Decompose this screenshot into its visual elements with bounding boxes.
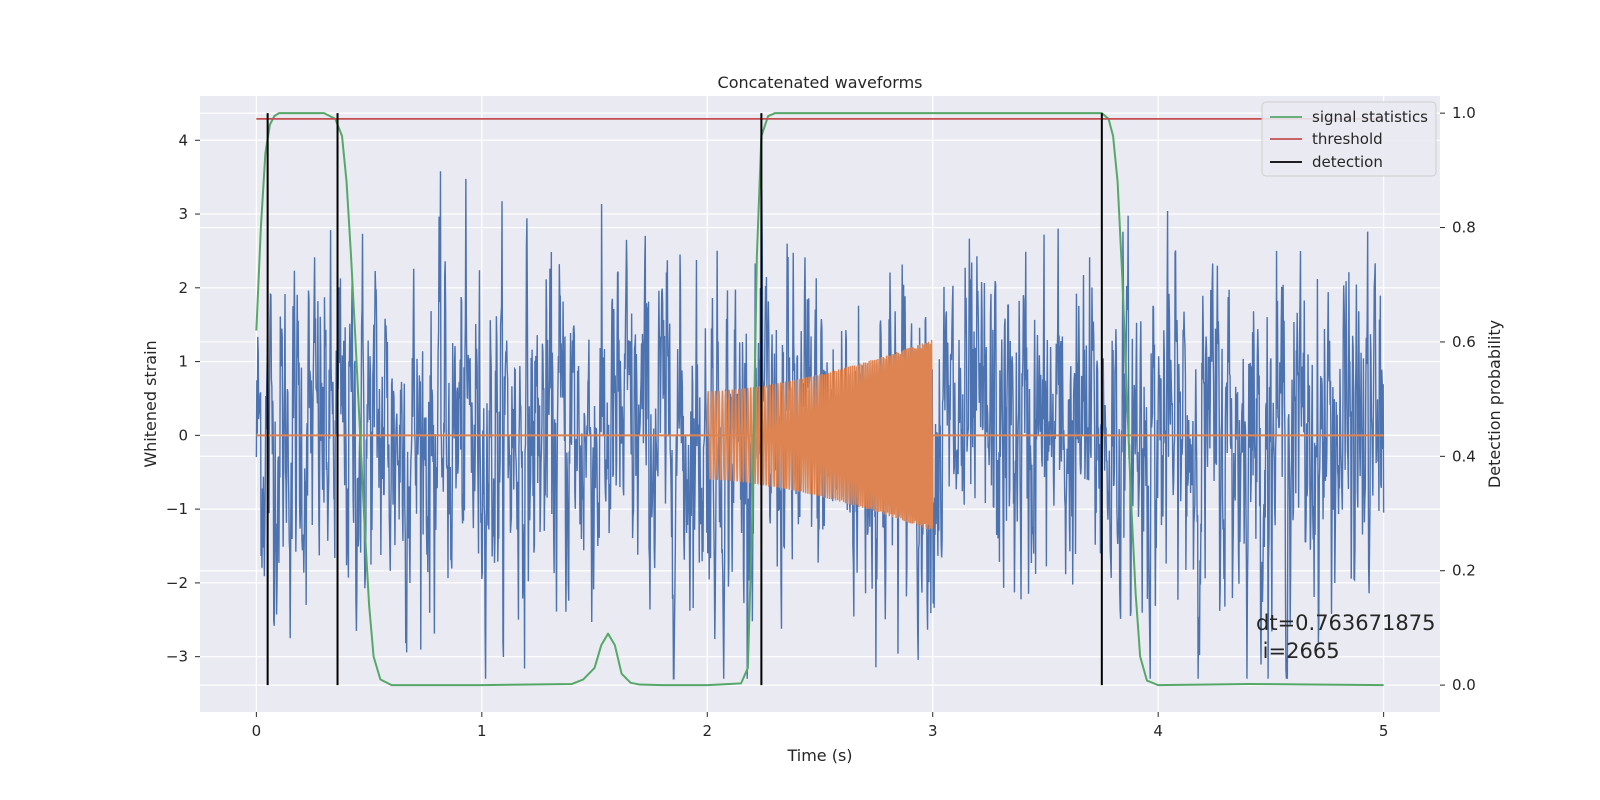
- y2-tick-label: 0.4: [1452, 447, 1476, 465]
- x-tick-label: 1: [477, 722, 487, 740]
- y2-axis-label: Detection probability: [1485, 320, 1504, 488]
- annotation-i: i=2665: [1256, 639, 1340, 663]
- series-chirp-line: [706, 339, 934, 530]
- y-tick-label: −3: [166, 648, 188, 666]
- y2-tick-label: 0.2: [1452, 562, 1476, 580]
- x-tick-label: 3: [928, 722, 938, 740]
- series-noise-line: [255, 171, 1385, 680]
- legend-label-detection: detection: [1312, 153, 1383, 171]
- x-tick-label: 2: [702, 722, 712, 740]
- x-tick-label: 5: [1379, 722, 1389, 740]
- legend-label-signal-statistics: signal statistics: [1312, 108, 1428, 126]
- x-axis-label: Time (s): [786, 746, 852, 765]
- legend: signal statistics threshold detection: [1261, 101, 1437, 177]
- y2-tick-label: 0.8: [1452, 219, 1476, 237]
- chart-title: Concatenated waveforms: [718, 73, 923, 92]
- y-tick-label: 3: [178, 205, 188, 223]
- x-tick-label: 4: [1153, 722, 1163, 740]
- annotation-dt: dt=0.763671875: [1256, 611, 1435, 635]
- y-tick-label: 1: [178, 353, 188, 371]
- y-tick-label: 0: [178, 426, 188, 444]
- y-tick-label: −1: [166, 500, 188, 518]
- y2-tick-label: 1.0: [1452, 104, 1476, 122]
- series-signal-statistics: [255, 112, 1384, 687]
- y-tick-label: 4: [178, 131, 188, 149]
- series-layer: [255, 112, 1385, 687]
- legend-label-threshold: threshold: [1312, 130, 1383, 148]
- legend-box: [1261, 101, 1437, 177]
- y-tick-label: −2: [166, 574, 188, 592]
- x-tick-label: 0: [252, 722, 262, 740]
- y2-tick-label: 0.0: [1452, 676, 1476, 694]
- ticks: 0 1 2 3 4 5 −3 −2 −1 0 1 2 3 4 0.0 0.2 0.4 0.6 0.8 1.0: [166, 104, 1476, 740]
- y-axis-label: Whitened strain: [141, 340, 160, 467]
- y2-tick-label: 0.6: [1452, 333, 1476, 351]
- y-tick-label: 2: [178, 279, 188, 297]
